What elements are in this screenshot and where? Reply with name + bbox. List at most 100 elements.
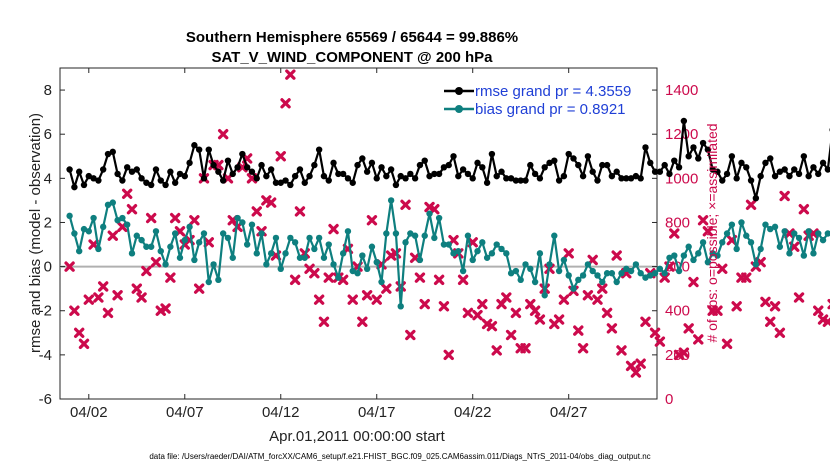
obs-assimilated-marker (93, 292, 104, 303)
bias-point (479, 239, 486, 246)
obs-assimilated-marker (606, 323, 618, 334)
bias-point (354, 270, 361, 277)
bias-point (71, 230, 78, 237)
obs-assimilated-marker (741, 272, 752, 283)
obs-assimilated-marker (405, 329, 416, 341)
bias-point (599, 278, 606, 286)
bias-point (215, 276, 222, 284)
rmse-point (479, 164, 486, 171)
bias-point (541, 292, 548, 299)
rmse-point (647, 159, 654, 167)
rmse-point (685, 153, 692, 160)
obs-assimilated-marker (294, 206, 306, 217)
obs-assimilated-marker (774, 327, 786, 338)
bias-point (330, 261, 337, 268)
obs-assimilated-marker (251, 206, 262, 217)
rmse-point (152, 166, 160, 173)
rmse-point (315, 146, 323, 153)
bias-point (589, 267, 596, 275)
obs-assimilated-marker (203, 237, 214, 248)
rmse-point (459, 166, 467, 173)
obs-assimilated-marker (97, 281, 109, 292)
bias-point (781, 228, 788, 235)
obs-assimilated-marker (318, 316, 330, 327)
obs-assimilated-marker (419, 298, 430, 310)
rmse-point (531, 170, 539, 178)
bias-point (248, 221, 256, 228)
rmse-point (109, 148, 116, 156)
bias-point (464, 232, 472, 239)
bias-point (819, 236, 827, 244)
rmse-point (483, 179, 491, 186)
bias-point (771, 223, 779, 231)
bias-point (90, 214, 97, 222)
bias-point (75, 247, 83, 255)
rmse-point (723, 170, 731, 178)
bias-point (210, 261, 217, 268)
bias-point (661, 270, 668, 277)
bias-point (296, 254, 304, 261)
bias-point (378, 278, 385, 286)
rmse-point (296, 166, 304, 173)
rmse-point (512, 177, 520, 184)
x-axis-label: Apr.01,2011 00:00:00 start (269, 428, 446, 445)
rmse-point (651, 168, 659, 175)
legend: rmse grand pr = 4.3559 bias grand pr = 0… (444, 83, 631, 118)
rmse-point (354, 161, 361, 169)
bias-point (786, 250, 793, 257)
rmse-point (728, 153, 736, 160)
x-tick-label: 04/12 (262, 404, 300, 421)
bias-point (459, 267, 467, 275)
bias-point (253, 250, 260, 257)
rmse-point (757, 172, 764, 180)
bias-point (407, 230, 414, 237)
obs-assimilated-marker (328, 223, 339, 235)
rmse-point (359, 155, 366, 162)
bias-point (805, 228, 812, 235)
bias-point (445, 241, 452, 248)
rmse-point (767, 155, 774, 162)
rmse-point (786, 172, 793, 180)
bias-point (335, 274, 342, 281)
rmse-point (114, 170, 121, 178)
plot-area: -6-4-202468020040060080010001200140004/0… (39, 67, 830, 421)
bias-point (191, 256, 198, 264)
bias-point (387, 197, 395, 204)
rmse-point (426, 172, 433, 180)
rmse-point (507, 175, 515, 182)
bias-point (699, 239, 707, 246)
bias-point (570, 285, 577, 292)
rmse-point (743, 164, 750, 171)
rmse-point (104, 150, 112, 158)
obs-assimilated-marker (534, 314, 546, 325)
obs-assimilated-marker (558, 294, 570, 305)
bias-point (723, 230, 731, 237)
rmse-point (781, 166, 788, 173)
rmse-point (291, 172, 299, 180)
rmse-point (642, 144, 649, 151)
obs-assimilated-marker (371, 294, 382, 305)
rmse-point (224, 157, 232, 164)
bias-point (680, 252, 688, 259)
rmse-point (85, 172, 92, 180)
y-tick-label: 0 (44, 259, 52, 276)
rmse-point (493, 172, 500, 180)
obs-assimilated-marker (678, 347, 690, 358)
y-tick-label: 6 (44, 126, 52, 143)
rmse-point (546, 159, 553, 167)
rmse-point (191, 142, 198, 149)
rmse-point (229, 170, 236, 178)
chart-title-line2: SAT_V_WIND_COMPONENT @ 200 hPa (211, 49, 493, 66)
bias-point (431, 234, 438, 242)
rmse-point (248, 168, 256, 175)
rmse-point (488, 150, 496, 158)
rmse-point (795, 170, 803, 178)
obs-assimilated-marker (491, 345, 502, 356)
bias-point (311, 245, 318, 253)
bias-point (119, 214, 126, 222)
bias-point (584, 261, 592, 268)
y2-tick-label: 400 (665, 303, 690, 320)
rmse-point (119, 177, 126, 184)
bias-point (258, 230, 265, 237)
rmse-point (435, 170, 443, 178)
